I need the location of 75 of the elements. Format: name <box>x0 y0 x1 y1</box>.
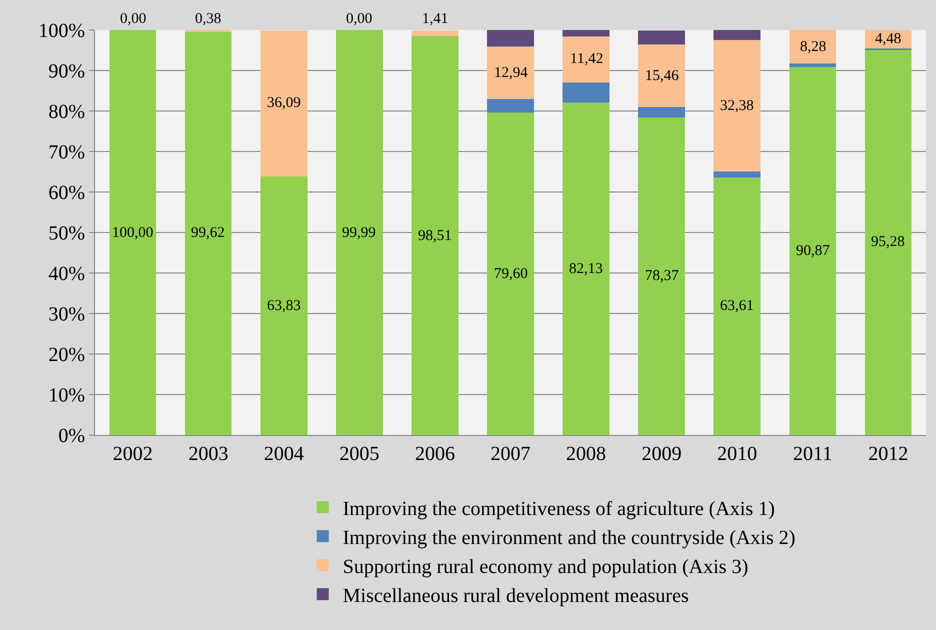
data-label: 100,00 <box>112 225 154 241</box>
x-tick-label: 2008 <box>566 443 606 465</box>
bar <box>260 30 308 176</box>
bar <box>184 32 232 435</box>
data-label: 12,94 <box>494 65 528 81</box>
y-tick-label: 20% <box>48 344 85 366</box>
data-label: 63,61 <box>720 298 754 314</box>
bar <box>789 30 836 64</box>
data-label: 95,28 <box>871 234 905 250</box>
bar <box>638 107 686 118</box>
bar <box>638 118 686 435</box>
bar <box>260 176 308 435</box>
bar <box>789 64 836 67</box>
bar <box>714 177 761 435</box>
data-label: 0,00 <box>346 11 372 27</box>
data-label: 32,38 <box>720 98 754 114</box>
x-tick-label: 2004 <box>264 443 304 465</box>
data-label: 4,48 <box>875 31 902 47</box>
data-label: 90,87 <box>796 243 830 259</box>
x-tick-label: 2002 <box>112 443 153 465</box>
bar <box>714 30 761 40</box>
x-tick-label: 2005 <box>339 443 380 465</box>
bar <box>487 30 534 46</box>
data-label: 8,28 <box>800 39 826 55</box>
data-label: 79,60 <box>494 266 528 282</box>
y-tick-label: 0% <box>58 425 85 447</box>
x-tick-label: 2010 <box>717 443 758 465</box>
x-tick-label: 2009 <box>642 443 682 465</box>
bar <box>412 36 458 435</box>
x-tick-label: 2007 <box>490 443 530 465</box>
bar <box>562 36 610 83</box>
bar <box>412 30 458 36</box>
bar <box>562 30 610 36</box>
bar <box>714 171 761 178</box>
x-tick-label: 2011 <box>793 443 832 465</box>
data-label: 99,62 <box>191 225 225 241</box>
bar <box>789 66 836 435</box>
legend-label: Supporting rural economy and population (Axis 3) <box>342 556 748 578</box>
bar <box>714 40 761 172</box>
y-tick-label: 60% <box>48 182 85 204</box>
y-tick-label: 10% <box>48 384 85 406</box>
legend-label: Improving the competitiveness of agriculture (Axis 1) <box>342 498 775 520</box>
y-tick-label: 30% <box>48 304 85 326</box>
y-tick-label: 90% <box>48 60 85 82</box>
data-label: 11,42 <box>570 51 604 67</box>
bar <box>638 30 686 44</box>
data-label: 36,09 <box>267 95 301 111</box>
bar <box>487 98 534 113</box>
y-tick-label: 40% <box>48 263 85 285</box>
bar <box>109 30 156 435</box>
bar <box>562 82 610 102</box>
x-tick-label: 2012 <box>868 443 908 465</box>
data-label: 82,13 <box>569 261 603 277</box>
data-label: 98,51 <box>418 228 452 244</box>
bar <box>487 46 534 99</box>
bar <box>638 44 686 108</box>
data-label: 78,37 <box>645 268 680 284</box>
data-label: 63,83 <box>267 298 301 314</box>
bar <box>487 112 534 435</box>
data-label: 15,46 <box>645 68 680 84</box>
data-label: 0,38 <box>195 11 222 27</box>
bar <box>562 102 610 435</box>
legend-label: Improving the environment and the countryside (Axis 2) <box>342 526 796 549</box>
y-tick-label: 50% <box>48 222 85 244</box>
y-tick-label: 80% <box>48 101 85 123</box>
x-tick-label: 2003 <box>188 443 228 465</box>
bar <box>864 49 912 435</box>
data-label: 0,00 <box>120 11 146 27</box>
bar <box>336 30 383 435</box>
y-tick-label: 70% <box>48 142 85 164</box>
legend-label: Miscellaneous rural development measures <box>342 584 689 607</box>
y-tick-label: 100% <box>38 20 85 42</box>
data-label: 99,99 <box>342 225 376 241</box>
x-tick-label: 2006 <box>414 443 455 465</box>
data-label: 1,41 <box>422 11 448 27</box>
